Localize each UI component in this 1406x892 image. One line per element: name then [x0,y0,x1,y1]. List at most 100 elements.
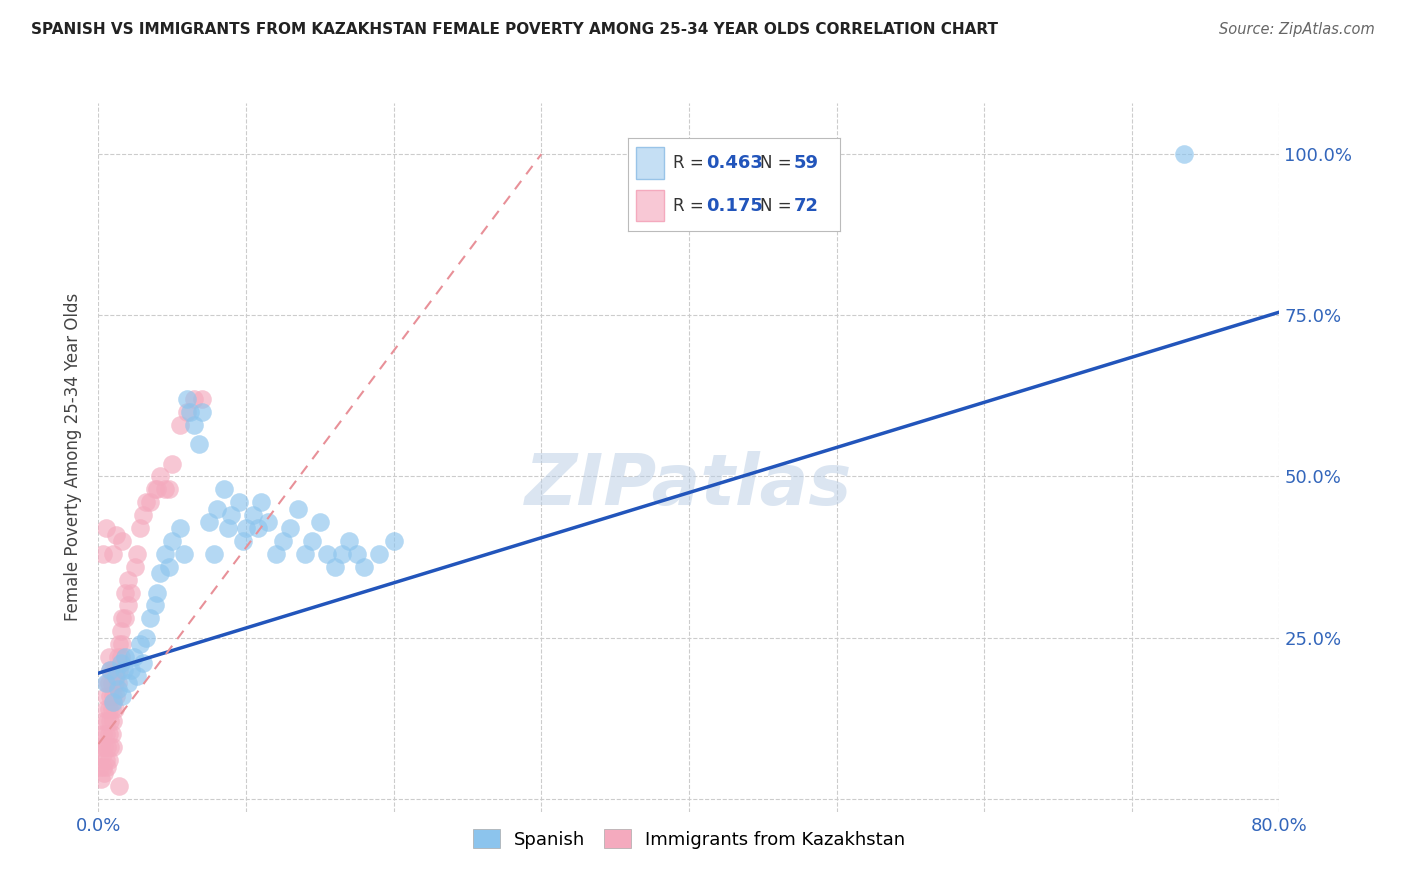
Point [94,689,117,703]
Point [91,547,114,561]
Point [114,585,136,599]
Point [104,701,127,715]
Point [183,392,205,406]
Point [103,740,125,755]
Point [97,753,120,767]
Point [117,675,139,690]
Text: R =: R = [672,154,709,172]
Bar [637,147,664,178]
Point [91,727,114,741]
Point [97,701,120,715]
Point [103,695,125,709]
Point [1173,147,1195,161]
Point [124,559,146,574]
Point [280,521,302,535]
Point [97,675,120,690]
Point [132,508,155,523]
Point [228,495,250,509]
Point [108,637,131,651]
Point [382,533,405,548]
Point [153,547,176,561]
Point [117,599,139,613]
Point [169,521,191,535]
Point [94,727,117,741]
Point [301,533,323,548]
Point [187,437,209,451]
Point [114,611,136,625]
Point [125,547,148,561]
Legend: Spanish, Immigrants from Kazakhstan: Spanish, Immigrants from Kazakhstan [465,822,912,856]
Point [221,508,243,523]
Point [353,559,375,574]
Point [212,483,235,497]
Point [346,547,368,561]
Point [250,495,273,509]
Point [323,559,346,574]
Point [105,663,128,677]
Point [139,611,162,625]
Point [143,599,166,613]
Point [183,417,205,432]
Point [120,663,142,677]
Text: N =: N = [759,154,797,172]
Point [271,533,294,548]
Text: N =: N = [759,196,797,215]
Point [287,501,309,516]
Point [179,405,201,419]
Point [246,521,269,535]
Point [93,766,115,780]
Point [94,675,117,690]
Point [146,483,169,497]
Point [96,714,118,729]
Point [91,747,114,761]
Point [96,740,118,755]
Point [103,714,125,729]
Point [191,405,214,419]
Point [157,483,180,497]
Point [128,521,150,535]
Point [191,392,214,406]
Point [110,624,132,639]
Point [90,772,112,787]
Point [153,483,176,497]
Text: 59: 59 [794,154,818,172]
Point [132,657,155,671]
Point [100,701,122,715]
Point [173,547,195,561]
Point [93,740,115,755]
Point [96,759,118,773]
Point [94,753,117,767]
Point [135,495,157,509]
Point [205,501,228,516]
Point [96,675,118,690]
Point [235,521,257,535]
Point [330,547,353,561]
Point [198,515,221,529]
Point [110,650,132,665]
Point [105,689,128,703]
Text: SPANISH VS IMMIGRANTS FROM KAZAKHSTAN FEMALE POVERTY AMONG 25-34 YEAR OLDS CORRE: SPANISH VS IMMIGRANTS FROM KAZAKHSTAN FE… [31,22,998,37]
Point [176,392,198,406]
Point [91,759,114,773]
Point [120,585,142,599]
Point [112,663,135,677]
Text: 72: 72 [794,196,818,215]
Point [94,701,117,715]
Point [264,547,287,561]
Point [94,521,117,535]
Point [125,669,148,683]
Text: ZIPatlas: ZIPatlas [526,451,852,520]
Point [100,675,122,690]
Point [316,547,339,561]
Point [111,637,134,651]
Point [114,650,136,665]
Point [108,663,131,677]
Point [98,663,121,677]
Point [93,714,115,729]
Point [146,585,169,599]
Point [202,547,225,561]
Point [104,675,127,690]
Point [143,483,166,497]
Point [105,669,128,683]
Point [149,566,172,581]
